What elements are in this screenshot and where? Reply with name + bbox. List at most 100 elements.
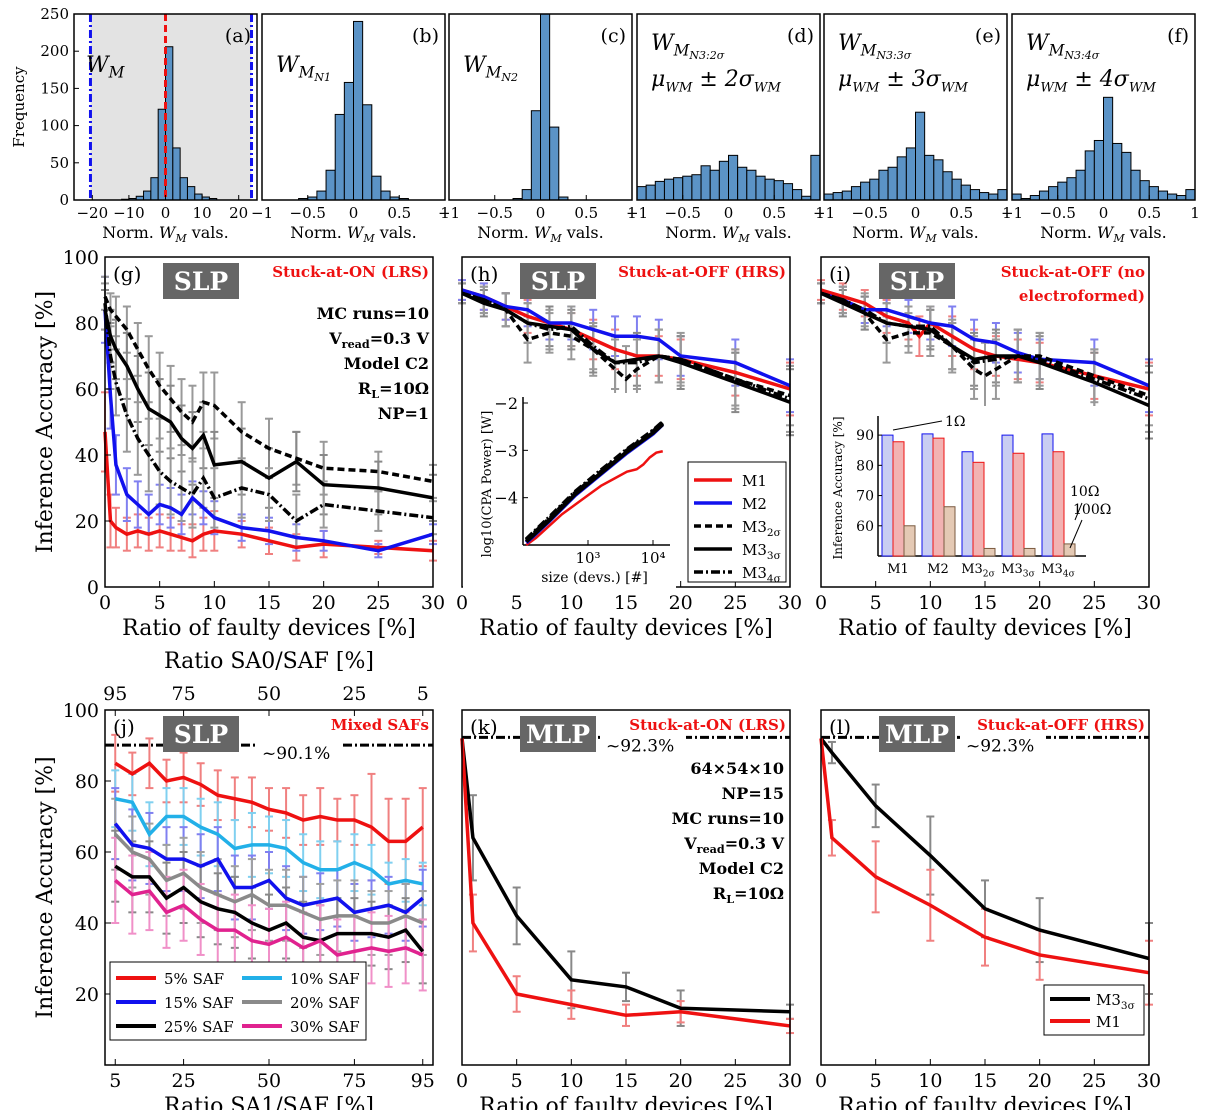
baseline-label: ~92.3% bbox=[966, 736, 1034, 756]
x-tick-label: 20 bbox=[312, 592, 336, 614]
x-axis-label: Norm. WM vals. bbox=[1040, 223, 1166, 245]
histogram-bar bbox=[887, 166, 898, 201]
histogram-bar bbox=[530, 110, 541, 201]
histogram-bar bbox=[380, 190, 391, 201]
x-axis-label: Ratio of faulty devices [%] bbox=[479, 616, 773, 641]
histogram-bar bbox=[718, 160, 729, 201]
inset-cpa-power: −4 −3 −2 10³ 10⁴ size (devs.) [#] log10(CPA Po… bbox=[463, 393, 676, 595]
x-axis-label: Ratio SA1/SAF [%] bbox=[164, 1094, 374, 1110]
mu-sigma-annotation: μWM ± 2σWM bbox=[651, 67, 781, 96]
histogram-bar bbox=[905, 147, 916, 201]
inset-bar bbox=[1012, 452, 1025, 557]
histogram-panel-b: −1 −0.5 0 0.5 1 Norm. WM vals. (b) WMN1 bbox=[251, 13, 450, 245]
series-line bbox=[103, 309, 434, 500]
x-tick-label: 20 bbox=[669, 1070, 693, 1092]
y-tick-label: 80 bbox=[75, 771, 99, 793]
x-tick-label: 0 bbox=[161, 204, 171, 222]
x-tick-label: 5 bbox=[511, 592, 523, 614]
histogram-bar bbox=[316, 190, 327, 201]
y-tick-label: 50 bbox=[50, 154, 69, 172]
line-panel-l: 0 5 10 15 20 25 30 Ratio of faulty devices [%] (… bbox=[815, 709, 1161, 1110]
panel-label: (d) bbox=[787, 25, 814, 47]
x-tick-label: 20 bbox=[669, 592, 693, 614]
x-tick-label: 0.5 bbox=[387, 204, 411, 222]
annotation-arrow bbox=[892, 420, 943, 431]
y-axis-label: Inference Accuracy [%] bbox=[33, 291, 58, 553]
x-tick-label: 0 bbox=[815, 1070, 827, 1092]
x-tick-label: 0.5 bbox=[949, 204, 973, 222]
histogram-bar bbox=[1167, 193, 1178, 201]
info-line: 64×54×10 bbox=[690, 759, 784, 778]
histogram-bar bbox=[172, 147, 181, 201]
series-line bbox=[114, 761, 424, 844]
annotation-arrow bbox=[1069, 519, 1083, 549]
histogram-bar bbox=[860, 181, 871, 201]
x-tick-label: 0 bbox=[815, 592, 827, 614]
histogram-bar bbox=[1157, 190, 1169, 201]
histogram-bar bbox=[878, 169, 889, 201]
x-tick-label: 25 bbox=[1082, 592, 1106, 614]
histogram-bar bbox=[942, 171, 953, 201]
inset-bar bbox=[943, 506, 956, 557]
x-tick-label: 1 bbox=[627, 204, 637, 222]
y-tick-label: 20 bbox=[75, 984, 99, 1006]
y-tick-label: 60 bbox=[75, 842, 99, 864]
histogram-bar bbox=[1011, 193, 1022, 201]
x-axis-label: Norm. WM vals. bbox=[852, 223, 978, 245]
panel-label: (j) bbox=[113, 715, 135, 739]
inset-bar bbox=[892, 441, 905, 557]
histogram-bar bbox=[969, 189, 981, 201]
histogram-bar bbox=[663, 178, 675, 201]
histogram-bar bbox=[1093, 139, 1104, 201]
x-tick-label: −1 bbox=[1001, 204, 1023, 222]
legend-label: 20% SAF bbox=[290, 994, 360, 1012]
x-tick-label: 75 bbox=[342, 1070, 366, 1092]
fault-title: Stuck-at-OFF (HRS) bbox=[977, 716, 1145, 734]
histogram-bar bbox=[673, 177, 684, 201]
series-line bbox=[113, 833, 424, 925]
series-line bbox=[114, 879, 424, 957]
x-tick-label: −0.5 bbox=[290, 204, 326, 222]
histogram-bar bbox=[1139, 180, 1150, 201]
x-tick-label: 10 bbox=[202, 592, 226, 614]
model-badge-label: SLP bbox=[174, 267, 229, 296]
x-tick-label: 25 bbox=[723, 1070, 747, 1092]
x-axis-label: Norm. WM vals. bbox=[477, 223, 603, 245]
inset-bar bbox=[1023, 547, 1036, 557]
panel-label: (a) bbox=[225, 25, 251, 47]
legend-box bbox=[687, 461, 787, 583]
histogram-bar bbox=[896, 156, 907, 201]
weight-set-label: WMN1 bbox=[276, 53, 331, 84]
weight-set-label: WMN3:3σ bbox=[838, 31, 912, 62]
info-line: Model C2 bbox=[344, 354, 429, 373]
histogram-bar bbox=[764, 178, 775, 201]
histogram-bar bbox=[691, 174, 702, 201]
series-line bbox=[103, 431, 434, 553]
histogram-bar bbox=[186, 186, 196, 201]
x-axis-label: Norm. WM vals. bbox=[102, 223, 228, 245]
inset-bar bbox=[983, 547, 996, 557]
inset-bar bbox=[1041, 433, 1054, 557]
histogram-bar bbox=[549, 126, 560, 201]
legend-label: M32σ bbox=[742, 518, 781, 539]
histogram-bar bbox=[654, 180, 665, 201]
y-tick-label: 200 bbox=[40, 42, 69, 60]
info-line: Vread=0.3 V bbox=[683, 834, 784, 856]
series-line bbox=[103, 295, 434, 484]
x-tick-label: 10 bbox=[918, 1070, 942, 1092]
x-tick-label: 0.5 bbox=[1137, 204, 1161, 222]
x-tick-label: 0.5 bbox=[574, 204, 598, 222]
inset-category-label: M1 bbox=[887, 562, 909, 577]
model-badge bbox=[520, 263, 596, 299]
x-axis-label: Ratio of faulty devices [%] bbox=[838, 1094, 1132, 1110]
histogram-bar bbox=[841, 190, 852, 201]
baseline-label: ~90.1% bbox=[262, 744, 330, 764]
info-line: MC runs=10 bbox=[317, 304, 429, 323]
inset-bar bbox=[921, 433, 934, 557]
model-badge-label: MLP bbox=[885, 720, 949, 749]
histogram-bar bbox=[1148, 186, 1159, 201]
top-x-tick-label: 5 bbox=[417, 683, 429, 705]
